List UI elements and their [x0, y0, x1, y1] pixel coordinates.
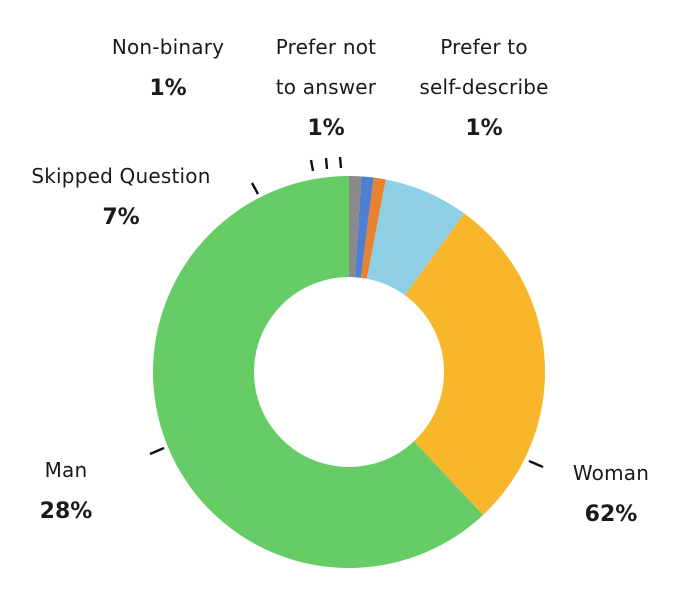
label-value-woman: 62%	[585, 502, 638, 527]
label-name-woman: Woman	[573, 461, 649, 485]
label-name-non-binary: Non-binary	[112, 35, 224, 59]
label-prefer-to-self-describe: Prefer to self-describe 1%	[419, 35, 548, 141]
label-man: Man 28%	[40, 458, 93, 524]
leader-tick-non-binary	[309, 159, 315, 172]
label-prefer-not-to-answer: Prefer not to answer 1%	[276, 35, 377, 141]
label-value-skipped-question: 7%	[102, 205, 139, 230]
leader-tick-woman	[528, 459, 544, 469]
label-woman: Woman 62%	[573, 461, 649, 527]
label-value-non-binary: 1%	[149, 76, 186, 101]
label-value-prefer-not-to-answer: 1%	[307, 116, 344, 141]
label-value-prefer-to-self-describe: 1%	[465, 116, 502, 141]
label-skipped-question: Skipped Question 7%	[31, 164, 210, 230]
label-name-prefer-to-self-describe: self-describe	[419, 75, 548, 99]
label-name-prefer-not-to-answer: to answer	[276, 75, 377, 99]
label-name-skipped-question: Skipped Question	[31, 164, 210, 188]
labels-group: Woman 62% Man 28% Skipped Question 7% Non-bina…	[31, 35, 649, 527]
label-non-binary: Non-binary 1%	[112, 35, 224, 101]
label-name-man: Man	[45, 458, 88, 482]
slice-man	[349, 213, 545, 515]
leader-tick-prefer-to-self-describe	[338, 156, 343, 169]
label-name-prefer-not-to-answer: Prefer not	[276, 35, 376, 59]
label-name-prefer-to-self-describe: Prefer to	[440, 35, 528, 59]
leader-tick-man	[149, 446, 165, 456]
label-value-man: 28%	[40, 499, 93, 524]
ticks-group	[149, 156, 544, 469]
leader-tick-skipped-question	[250, 182, 260, 195]
donut-hole	[254, 277, 444, 467]
leader-tick-prefer-not-to-answer	[324, 157, 329, 170]
